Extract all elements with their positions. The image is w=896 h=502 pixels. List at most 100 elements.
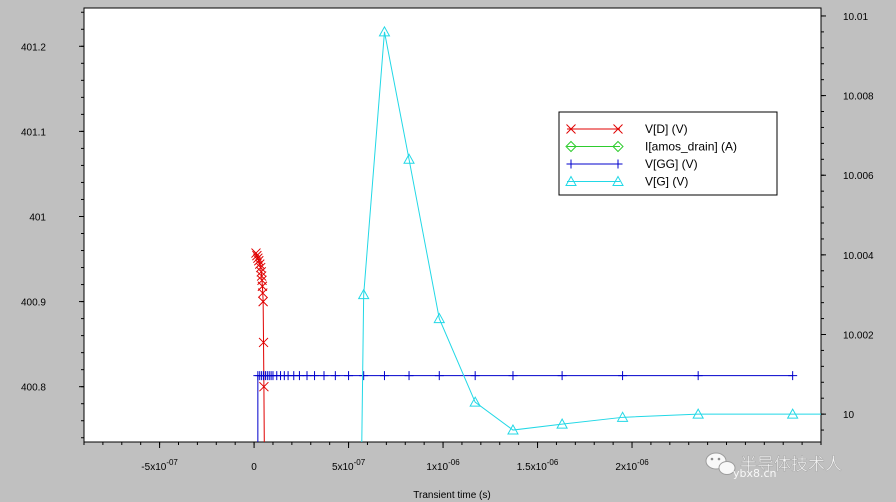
data-point (302, 371, 312, 381)
y-right-tick-label: 10 (843, 410, 855, 421)
legend: V[D] (V) I[amos_drain] (A) V[GG] (V) V[G] (… (558, 111, 778, 196)
data-point (786, 408, 799, 419)
data-point (556, 418, 568, 429)
y-right-tick-label: 10.008 (843, 92, 874, 103)
data-point (557, 371, 567, 381)
legend-entry: V[D] (V) (566, 122, 688, 136)
data-point (434, 371, 444, 381)
x-tick-label: 1x10-06 (426, 458, 460, 473)
legend-marker (612, 175, 624, 186)
data-point (259, 381, 269, 392)
data-point-b (258, 337, 269, 348)
x-tick-exponent: -06 (547, 458, 559, 467)
legend-marker (566, 159, 576, 169)
data-point-b (258, 296, 269, 307)
data-point (433, 312, 446, 324)
y-left-tick-label: 401.2 (21, 42, 46, 53)
data-point-b (252, 250, 262, 261)
x-tick-label: 0 (251, 462, 257, 473)
data-point (403, 153, 415, 164)
series-2 (357, 25, 821, 443)
watermark-text: 半导体技术人 (740, 455, 842, 475)
data-point (257, 288, 268, 298)
data-point (253, 255, 264, 266)
x-tick-mantissa: -5x10 (141, 462, 166, 473)
x-tick-exponent: -06 (637, 458, 649, 467)
legend-entry: V[GG] (V) (566, 157, 698, 171)
data-point (693, 371, 703, 381)
data-point-b (259, 381, 269, 392)
data-point (256, 271, 267, 281)
data-point (378, 25, 391, 37)
y-left-tick-label: 400.8 (21, 383, 46, 394)
data-point-b (253, 255, 264, 266)
plot-area (83, 7, 822, 443)
data-point (618, 371, 628, 381)
data-point (253, 253, 263, 264)
x-tick-label: 5x10-07 (332, 458, 366, 473)
series-1 (253, 371, 798, 442)
data-point-b (257, 288, 268, 298)
data-point (254, 259, 265, 269)
data-point (616, 411, 629, 422)
y-right-tick-label: 10.006 (843, 171, 874, 182)
y-right-tick-label: 10.01 (843, 12, 868, 23)
data-point (692, 408, 705, 419)
x-tick-label: 1.5x10-06 (517, 458, 559, 473)
legend-entry: V[G] (V) (565, 175, 688, 189)
data-point-b (251, 248, 261, 258)
data-point-b (253, 253, 263, 264)
y-right-tick-label: 10.004 (843, 251, 874, 262)
data-point (330, 371, 340, 381)
data-point (258, 337, 269, 348)
data-point-b (256, 266, 267, 277)
legend-label: V[GG] (V) (645, 157, 698, 171)
x-tick-mantissa: 1x10 (426, 462, 448, 473)
y-left-tick-label: 401 (29, 212, 46, 223)
legend-marker (612, 140, 624, 153)
watermark: 半导体技术人 ybx8.cn (705, 452, 842, 480)
data-point (469, 396, 482, 407)
y-right-tick-label: 10.002 (843, 330, 874, 341)
data-point (255, 262, 266, 273)
legend-marker (565, 175, 577, 186)
y-left-tick-label: 401.1 (21, 127, 46, 138)
legend-marker-b (566, 124, 576, 134)
x-tick-mantissa: 1.5x10 (517, 462, 547, 473)
x-tick-label: -5x10-07 (141, 458, 178, 473)
legend-entry: I[amos_drain] (A) (565, 140, 737, 154)
legend-marker (613, 159, 623, 169)
data-point (379, 371, 389, 381)
legend-marker (613, 124, 623, 134)
data-point (294, 371, 304, 381)
data-point (788, 371, 798, 381)
series-line (361, 31, 821, 443)
x-tick-exponent: -07 (354, 458, 366, 467)
data-point (470, 371, 480, 381)
x-tick-exponent: -07 (166, 458, 178, 467)
data-point (508, 371, 518, 381)
data-point (251, 248, 261, 258)
data-point-b (254, 259, 265, 269)
legend-marker-b (613, 124, 623, 134)
data-point (310, 371, 320, 381)
watermark-sub: ybx8.cn (733, 467, 777, 480)
wechat-icon (705, 452, 736, 475)
legend-label: I[amos_drain] (A) (645, 140, 737, 154)
data-point (507, 424, 519, 435)
x-tick-label: 2x10-06 (615, 458, 649, 473)
y-left-tick-label: 400.9 (21, 298, 46, 309)
data-point (258, 296, 269, 307)
legend-marker (566, 124, 576, 134)
data-point (404, 371, 414, 381)
data-point (319, 371, 329, 381)
legend-label: V[D] (V) (645, 122, 688, 136)
data-point (256, 266, 267, 277)
x-tick-mantissa: 2x10 (615, 462, 637, 473)
legend-marker (565, 140, 577, 153)
data-point (359, 371, 369, 381)
data-point (357, 288, 370, 300)
data-point-b (255, 262, 266, 273)
series-0 (251, 248, 269, 443)
